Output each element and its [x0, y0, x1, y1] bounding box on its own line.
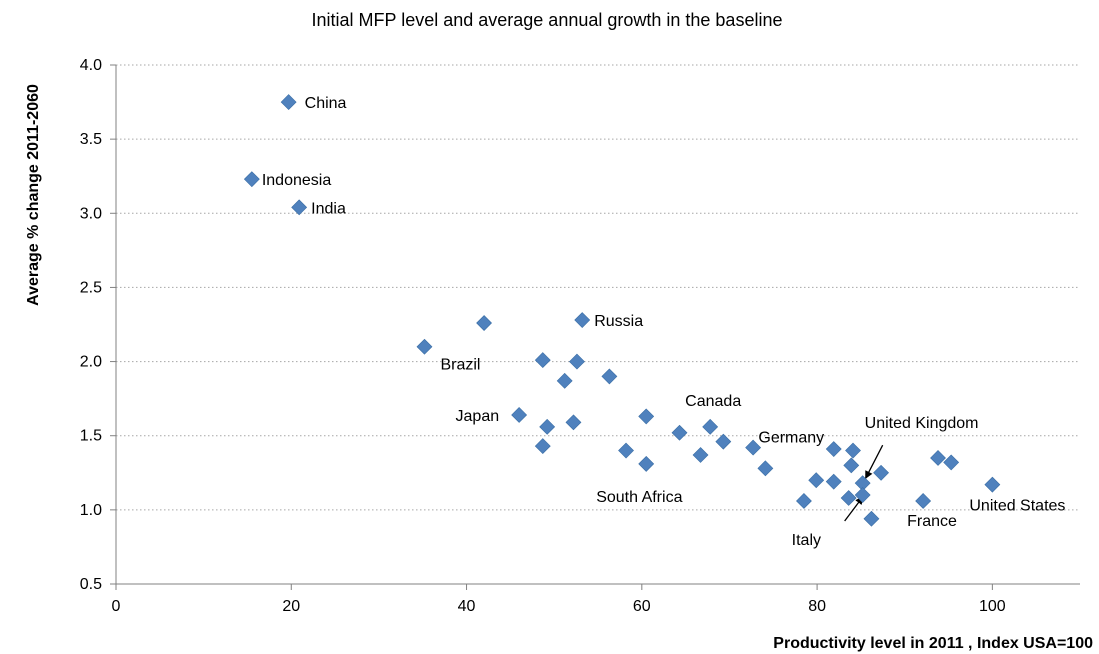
data-label: Canada: [685, 393, 741, 410]
x-tick-label: 40: [458, 598, 476, 615]
data-point: [840, 490, 857, 506]
data-point: [671, 424, 688, 441]
data-point: [416, 338, 433, 355]
data-point: [511, 407, 528, 423]
x-tick-label: 20: [282, 598, 300, 615]
data-point: [476, 315, 492, 331]
y-tick-label: 2.0: [80, 354, 102, 371]
data-point: [845, 442, 861, 459]
data-point: [692, 447, 709, 463]
x-tick-label: 60: [633, 598, 651, 615]
y-tick-label: 1.5: [80, 428, 102, 445]
data-point: [984, 476, 1001, 493]
data-label: India: [311, 200, 346, 217]
data-point: [618, 442, 634, 459]
data-point: [291, 199, 308, 216]
x-tick-label: 100: [979, 598, 1006, 615]
data-label: China: [305, 95, 347, 112]
x-axis-title: Productivity level in 2011 , Index USA=1…: [773, 635, 1093, 652]
y-axis-title: Average % change 2011-2060: [25, 84, 42, 306]
data-point: [574, 312, 591, 328]
data-point: [843, 457, 860, 474]
data-label: United States: [969, 498, 1065, 515]
data-label: South Africa: [596, 489, 682, 506]
data-point: [745, 439, 762, 456]
annotation-arrow: [865, 444, 884, 480]
data-point: [854, 487, 871, 503]
data-point: [601, 368, 618, 385]
x-tick-label: 0: [112, 598, 121, 615]
data-point: [930, 450, 946, 466]
y-tick-labels: 0.5 1.0 1.5 2.0 2.5 3.0 3.5 4.0: [80, 57, 102, 593]
point-labels: China Indonesia India Russia Brazil Japan Sout…: [262, 95, 1066, 549]
y-tick-label: 2.5: [80, 279, 102, 296]
data-label: Japan: [456, 408, 500, 425]
data-label: Indonesia: [262, 172, 331, 189]
data-label: Germany: [758, 429, 824, 446]
data-point: [534, 438, 551, 455]
data-point: [638, 408, 655, 425]
data-point: [715, 433, 732, 450]
y-tick-label: 3.0: [80, 205, 102, 222]
data-label: Brazil: [440, 357, 480, 374]
data-point: [825, 473, 842, 490]
data-point: [757, 460, 774, 477]
y-tick-label: 4.0: [80, 57, 102, 74]
annotation-arrow: [844, 496, 864, 522]
data-point: [863, 510, 880, 527]
y-tick-label: 3.5: [80, 131, 102, 148]
x-tick-label: 80: [808, 598, 826, 615]
data-point: [534, 352, 551, 369]
y-tick-label: 1.0: [80, 502, 102, 519]
chart-title: Initial MFP level and average annual gro…: [312, 10, 783, 30]
annotation-arrows: [844, 444, 884, 522]
data-label: France: [907, 513, 957, 530]
data-point: [808, 472, 825, 489]
data-point: [638, 455, 655, 472]
data-point: [943, 454, 960, 471]
x-tick-labels: 0 20 40 60 80 100: [112, 598, 1006, 615]
data-point: [873, 464, 889, 481]
data-point: [569, 353, 585, 370]
data-point: [796, 493, 812, 509]
data-point: [825, 441, 842, 457]
data-points: [243, 94, 1001, 527]
y-tick-label: 0.5: [80, 576, 102, 593]
data-point: [243, 171, 260, 188]
data-label: United Kingdom: [865, 415, 979, 432]
data-point: [556, 372, 573, 389]
data-point: [702, 418, 719, 435]
data-label: Russia: [594, 313, 643, 330]
data-point: [565, 414, 582, 431]
axes: [110, 64, 1080, 590]
horizontal-gridlines: [116, 64, 1080, 511]
data-label: Italy: [792, 532, 821, 549]
data-point: [915, 493, 932, 509]
data-point: [539, 418, 556, 435]
data-point: [280, 94, 297, 110]
